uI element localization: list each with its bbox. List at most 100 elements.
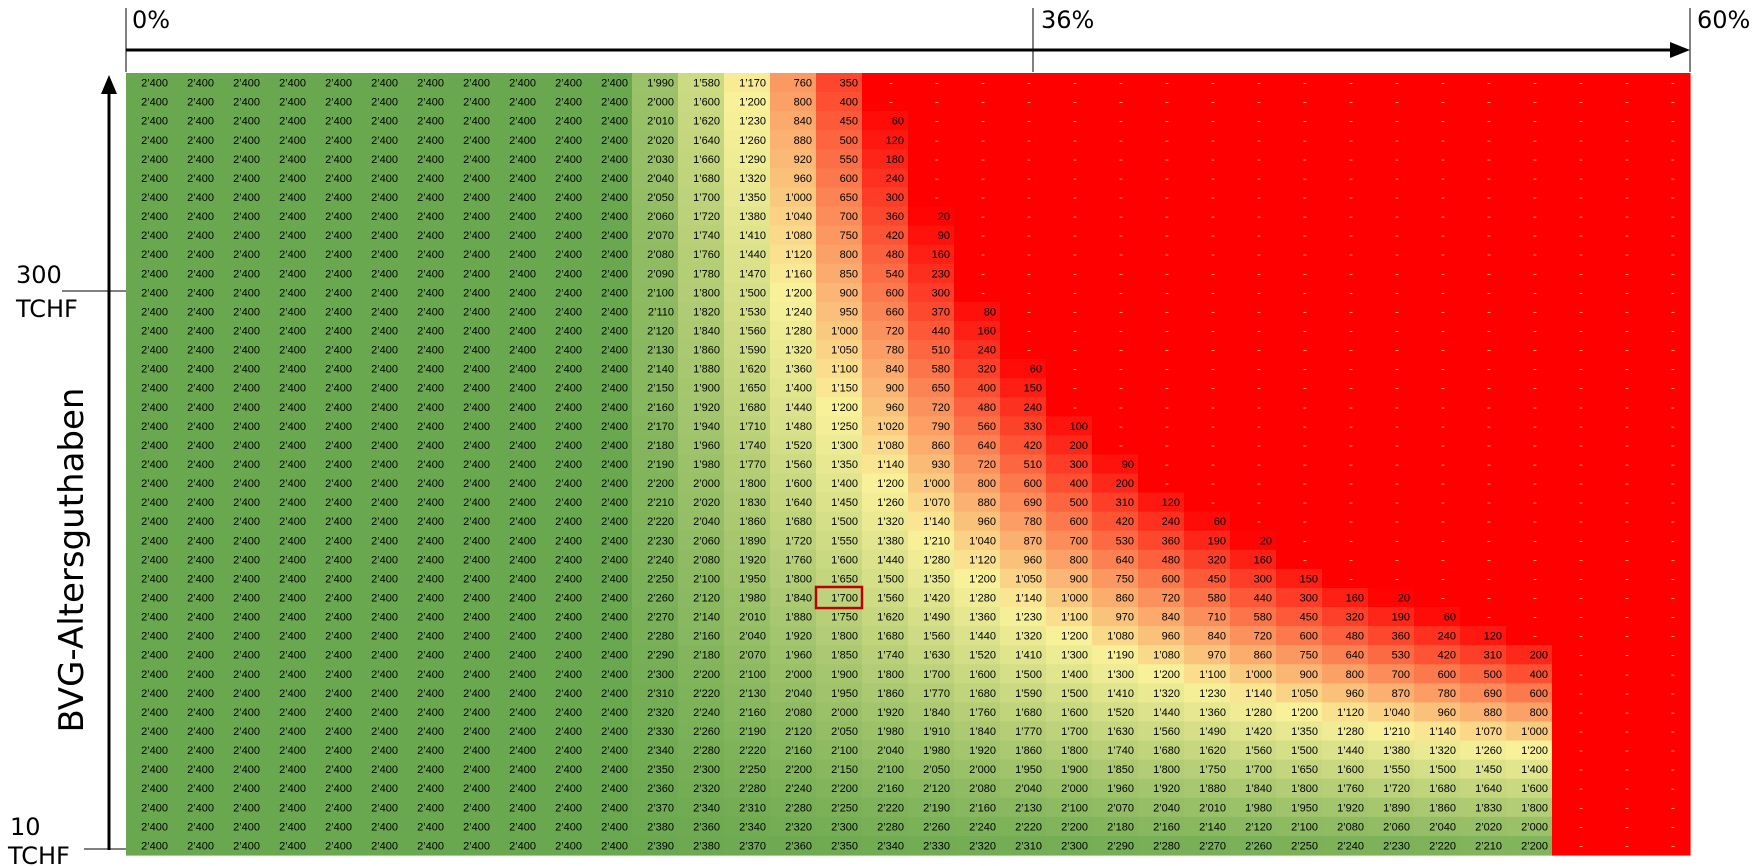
heatmap-cell-value: 150: [1024, 383, 1042, 395]
heatmap-cell: [1460, 530, 1507, 551]
heatmap-cell-value: -: [1211, 116, 1215, 128]
heatmap-cell-value: -: [1533, 554, 1537, 566]
heatmap-cell-value: -: [981, 97, 985, 109]
heatmap-cell-value: 2’400: [509, 135, 536, 147]
heatmap-cell: [1000, 702, 1047, 723]
heatmap-cell: [172, 454, 219, 475]
heatmap-cell: [310, 378, 357, 398]
heatmap-cell: [1552, 530, 1599, 551]
heatmap-cell-value: -: [1165, 268, 1169, 280]
heatmap-cell-value: 2’400: [509, 745, 536, 757]
heatmap-cell-value: 2’400: [141, 516, 168, 528]
heatmap-cell: [1414, 168, 1461, 189]
heatmap-cell: [1644, 187, 1691, 208]
heatmap-cell-value: 2’400: [233, 421, 260, 433]
heatmap-cell: [1000, 111, 1047, 131]
heatmap-cell: [1598, 607, 1645, 627]
heatmap-cell-value: 2’400: [325, 135, 352, 147]
heatmap-cell-value: 2’360: [785, 840, 812, 852]
heatmap-cell: [1138, 263, 1185, 284]
heatmap-cell: [218, 530, 265, 551]
heatmap-cell: [1000, 759, 1047, 780]
heatmap-cell-value: 2’400: [279, 268, 306, 280]
heatmap-cell-value: 2’400: [141, 268, 168, 280]
heatmap-cell: [632, 778, 679, 799]
heatmap-cell-value: -: [1441, 78, 1445, 90]
heatmap-cell: [586, 149, 633, 169]
heatmap-cell: [1230, 130, 1277, 150]
heatmap-cell: [1276, 530, 1323, 551]
heatmap-cell: [402, 473, 449, 494]
heatmap-cell-value: -: [935, 97, 939, 109]
heatmap-cell-value: 2’400: [555, 268, 582, 280]
heatmap-cell: [678, 397, 725, 417]
heatmap-cell-value: 2’070: [1107, 802, 1134, 814]
heatmap-cell-value: 950: [840, 306, 858, 318]
heatmap-cell-value: 200: [1116, 478, 1134, 490]
heatmap-cell: [310, 645, 357, 665]
heatmap-cell: [1000, 816, 1047, 837]
heatmap-cell-value: -: [1119, 97, 1123, 109]
heatmap-cell-value: 2’400: [325, 497, 352, 509]
heatmap-cell: [1322, 645, 1369, 665]
heatmap-cell-value: 2’160: [877, 783, 904, 795]
heatmap-cell: [1184, 835, 1231, 856]
heatmap-cell-value: -: [1533, 631, 1537, 643]
heatmap-cell-value: -: [1441, 497, 1445, 509]
heatmap-cell: [540, 607, 587, 627]
heatmap-cell-value: -: [1165, 135, 1169, 147]
heatmap-cell-value: -: [1579, 154, 1583, 166]
heatmap-cell-value: 1’860: [1429, 802, 1456, 814]
heatmap-cell: [954, 607, 1001, 627]
heatmap-cell-value: 2’400: [509, 78, 536, 90]
heatmap-cell: [1230, 664, 1277, 684]
heatmap-cell: [356, 263, 403, 284]
heatmap-cell: [402, 683, 449, 704]
heatmap-cell-value: 2’400: [233, 783, 260, 795]
heatmap-cell: [1046, 778, 1093, 799]
y-axis-arrowhead: [101, 75, 117, 94]
heatmap-cell: [1414, 721, 1461, 742]
heatmap-cell: [1322, 435, 1369, 456]
heatmap-cell-value: 2’380: [647, 821, 674, 833]
heatmap-cell-value: 2’400: [233, 802, 260, 814]
heatmap-cell: [1414, 111, 1461, 131]
heatmap-cell-value: -: [1395, 211, 1399, 223]
heatmap-cell: [402, 263, 449, 284]
heatmap-cell: [770, 530, 817, 551]
heatmap-cell-value: -: [1533, 593, 1537, 605]
heatmap-cell: [402, 320, 449, 341]
heatmap-cell-value: -: [1349, 135, 1353, 147]
heatmap-cell: [954, 187, 1001, 208]
heatmap-cell-value: 960: [794, 173, 812, 185]
heatmap-cell-value: 2’400: [325, 516, 352, 528]
heatmap-cell: [678, 73, 725, 93]
heatmap-cell-value: -: [1671, 230, 1675, 242]
heatmap-cell-value: -: [1625, 211, 1629, 223]
heatmap-cell-value: 2’400: [233, 249, 260, 261]
heatmap-cell-value: -: [1671, 535, 1675, 547]
heatmap-cell: [1598, 149, 1645, 169]
heatmap-cell-value: -: [1395, 325, 1399, 337]
heatmap-cell-value: 530: [1116, 535, 1134, 547]
heatmap-cell-value: -: [1579, 345, 1583, 357]
heatmap-cell: [816, 835, 863, 856]
heatmap-cell-value: 860: [1116, 593, 1134, 605]
heatmap-cell-value: -: [1257, 230, 1261, 242]
heatmap-cell-value: -: [1441, 230, 1445, 242]
heatmap-cell-value: -: [1027, 97, 1031, 109]
heatmap-cell: [1276, 835, 1323, 856]
heatmap-cell: [954, 149, 1001, 169]
heatmap-cell-value: -: [1579, 802, 1583, 814]
heatmap-cell-value: 2’400: [187, 154, 214, 166]
heatmap-cell-value: -: [1027, 287, 1031, 299]
heatmap-cell: [1276, 282, 1323, 303]
heatmap-cell-value: -: [1395, 516, 1399, 528]
heatmap-cell-value: -: [981, 192, 985, 204]
heatmap-cell-value: 2’050: [831, 726, 858, 738]
heatmap-cell: [448, 607, 495, 627]
heatmap-cell: [724, 244, 771, 265]
heatmap-cell-value: 2’400: [509, 249, 536, 261]
heatmap-cell-value: 1’120: [1337, 707, 1364, 719]
heatmap-cell-value: 2’400: [601, 364, 628, 376]
